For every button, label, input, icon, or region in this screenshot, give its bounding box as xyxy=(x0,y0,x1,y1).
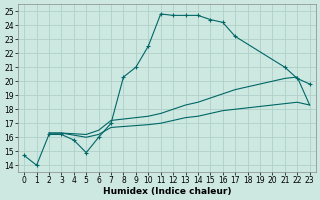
X-axis label: Humidex (Indice chaleur): Humidex (Indice chaleur) xyxy=(103,187,231,196)
